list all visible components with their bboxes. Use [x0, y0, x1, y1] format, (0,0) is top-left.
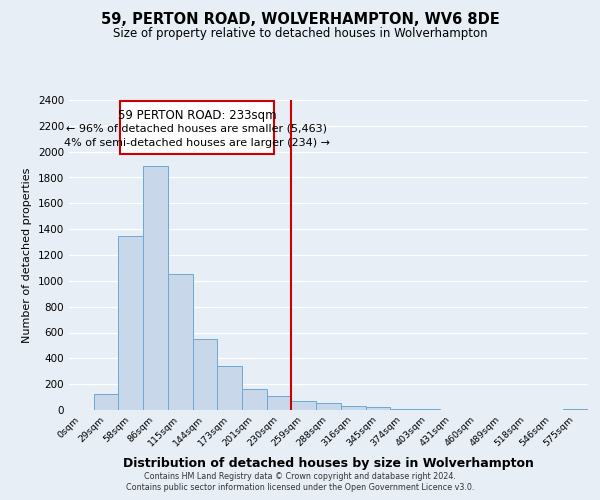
- Bar: [143, 166, 168, 410]
- Bar: [365, 407, 390, 410]
- Text: 4% of semi-detached houses are larger (234) →: 4% of semi-detached houses are larger (2…: [64, 138, 330, 148]
- Bar: [168, 274, 193, 410]
- Bar: [341, 406, 365, 410]
- Bar: [193, 339, 217, 410]
- Y-axis label: Number of detached properties: Number of detached properties: [22, 168, 32, 342]
- Text: ← 96% of detached houses are smaller (5,463): ← 96% of detached houses are smaller (5,…: [67, 124, 328, 134]
- Bar: [316, 403, 341, 410]
- Bar: [390, 408, 415, 410]
- X-axis label: Distribution of detached houses by size in Wolverhampton: Distribution of detached houses by size …: [123, 456, 534, 469]
- Text: Size of property relative to detached houses in Wolverhampton: Size of property relative to detached ho…: [113, 28, 487, 40]
- Bar: [217, 366, 242, 410]
- Bar: [267, 396, 292, 410]
- Bar: [94, 394, 118, 410]
- Bar: [242, 388, 267, 410]
- Text: Contains HM Land Registry data © Crown copyright and database right 2024.: Contains HM Land Registry data © Crown c…: [144, 472, 456, 481]
- Bar: [118, 236, 143, 410]
- Text: 59 PERTON ROAD: 233sqm: 59 PERTON ROAD: 233sqm: [118, 109, 276, 122]
- Bar: [563, 409, 588, 410]
- Text: 59, PERTON ROAD, WOLVERHAMPTON, WV6 8DE: 59, PERTON ROAD, WOLVERHAMPTON, WV6 8DE: [101, 12, 499, 28]
- Text: Contains public sector information licensed under the Open Government Licence v3: Contains public sector information licen…: [126, 484, 474, 492]
- FancyBboxPatch shape: [119, 102, 274, 154]
- Bar: [292, 401, 316, 410]
